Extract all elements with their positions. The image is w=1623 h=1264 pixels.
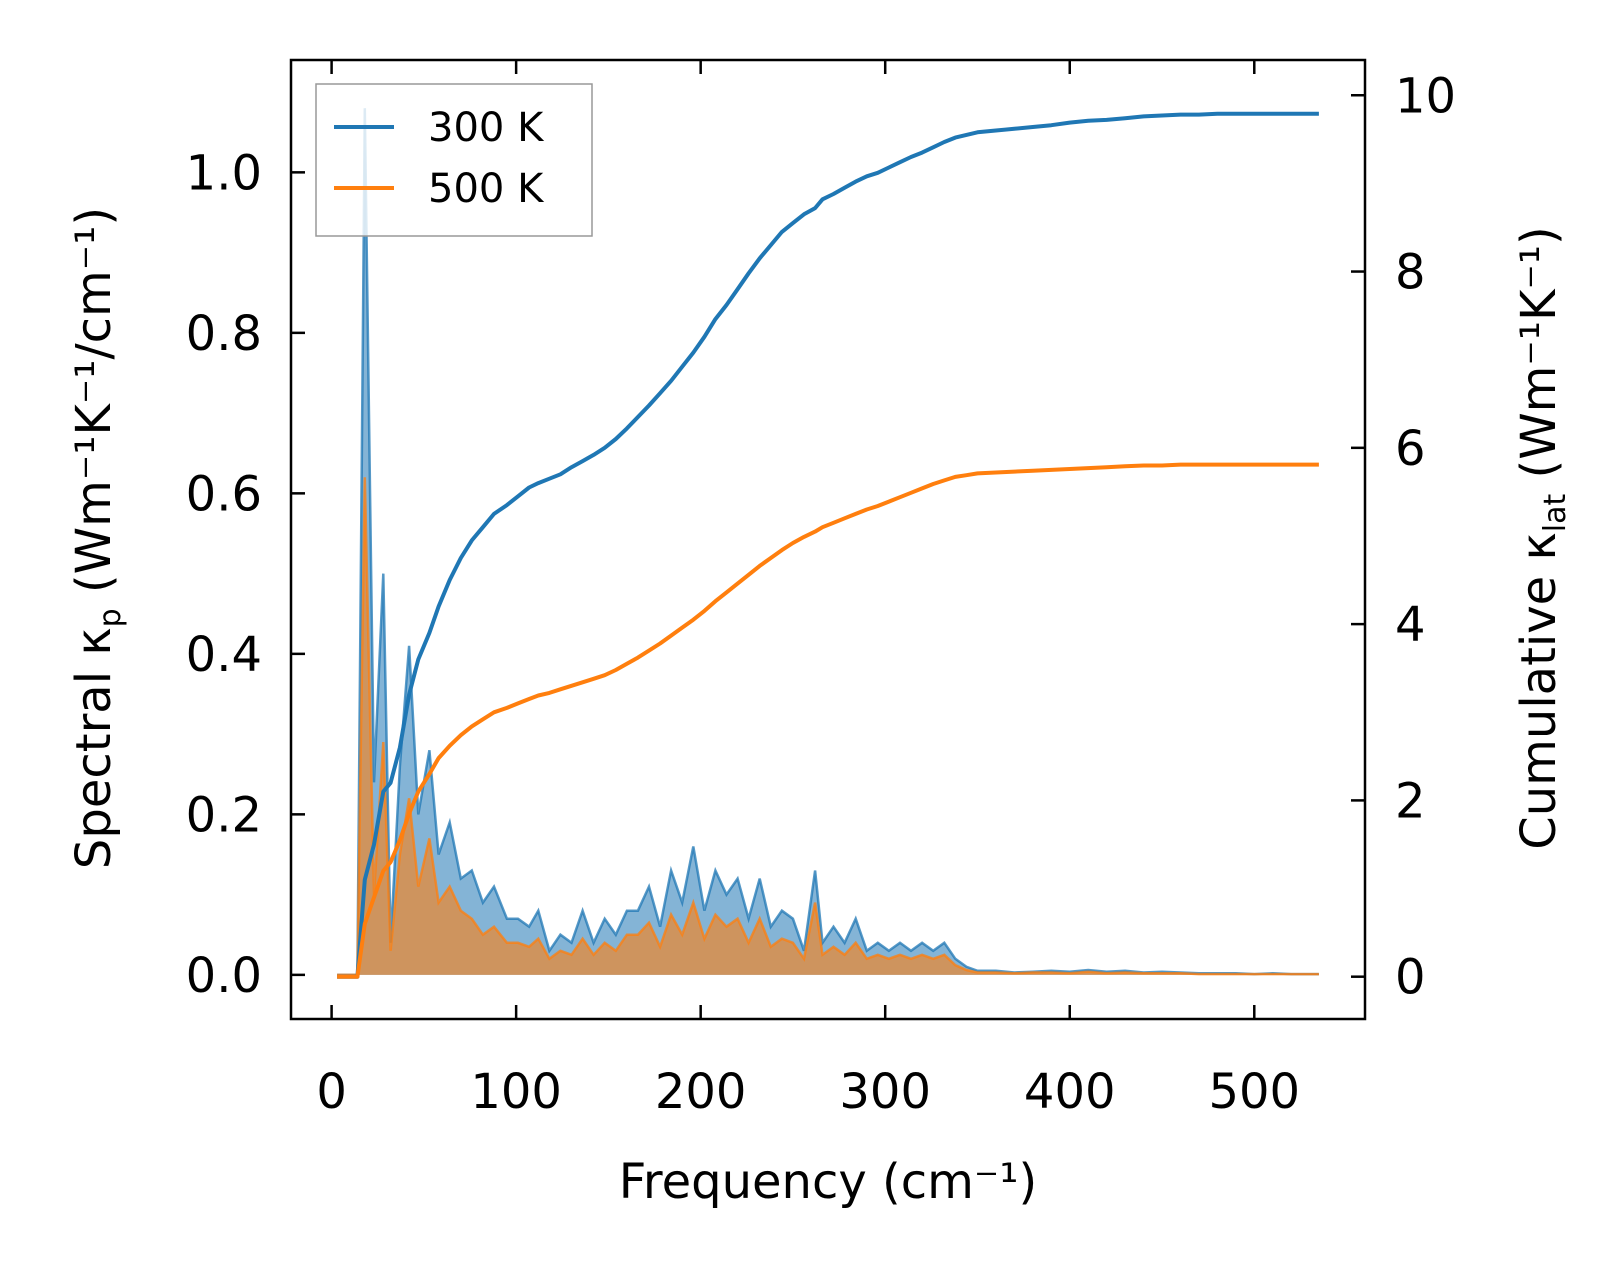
axes-frame: [289, 58, 1367, 1021]
x-tick-label: 100: [470, 1064, 562, 1120]
y-right-label-prefix: Cumulative κ: [1511, 532, 1567, 850]
spectral-line-500k: [337, 477, 1319, 977]
x-tick-label: 500: [1208, 1064, 1300, 1120]
y-left-label-prefix: Spectral κ: [66, 627, 122, 869]
y-axis-left-label: Spectral κp (Wm⁻¹K⁻¹/cm⁻¹): [66, 207, 128, 869]
x-tick-label: 400: [1024, 1064, 1116, 1120]
x-tick-label: 0: [316, 1064, 347, 1120]
y-left-tick-label: 0.6: [186, 466, 262, 522]
spectral-line-300k: [337, 108, 1319, 977]
y-left-tick-label: 0.0: [186, 948, 262, 1004]
y-right-tick-label: 6: [1395, 421, 1426, 477]
spectral-area-300k: [337, 108, 1319, 975]
x-tick-label: 300: [839, 1064, 931, 1120]
y-right-tick-label: 10: [1395, 68, 1456, 124]
legend-label-500k: 500 K: [428, 166, 545, 212]
y-left-tick-label: 0.2: [186, 787, 262, 843]
axes-ticks: 0 100 200 300 400 500 0.0 0.2 0.4 0.6 0.8 1.0 0 2 4 6 8 1…: [186, 60, 1456, 1120]
y-right-tick-label: 8: [1395, 245, 1426, 301]
legend-box: [315, 83, 593, 237]
y-left-tick-label: 1.0: [186, 145, 262, 201]
plot-area: [337, 108, 1319, 979]
cumulative-line-300k: [337, 111, 1319, 979]
y-axis-right-label: Cumulative κlat (Wm⁻¹K⁻¹): [1511, 226, 1573, 850]
spectral-area-500k: [337, 477, 1319, 975]
y-left-tick-label: 0.4: [186, 627, 262, 683]
y-right-label-sub: lat: [1538, 494, 1573, 533]
x-axis-label: Frequency (cm⁻¹): [619, 1154, 1037, 1210]
y-right-label-suffix: (Wm⁻¹K⁻¹): [1511, 226, 1567, 494]
cumulative-line-500k: [337, 462, 1319, 979]
legend: 300 K 500 K: [315, 83, 593, 237]
y-right-tick-label: 2: [1395, 773, 1426, 829]
y-right-tick-label: 4: [1395, 597, 1426, 653]
y-left-label-sub: p: [93, 608, 128, 627]
y-right-tick-label: 0: [1395, 950, 1426, 1006]
y-left-label-suffix: (Wm⁻¹K⁻¹/cm⁻¹): [66, 207, 122, 608]
legend-label-300k: 300 K: [428, 105, 545, 151]
y-left-tick-label: 0.8: [186, 306, 262, 362]
x-tick-label: 200: [655, 1064, 747, 1120]
